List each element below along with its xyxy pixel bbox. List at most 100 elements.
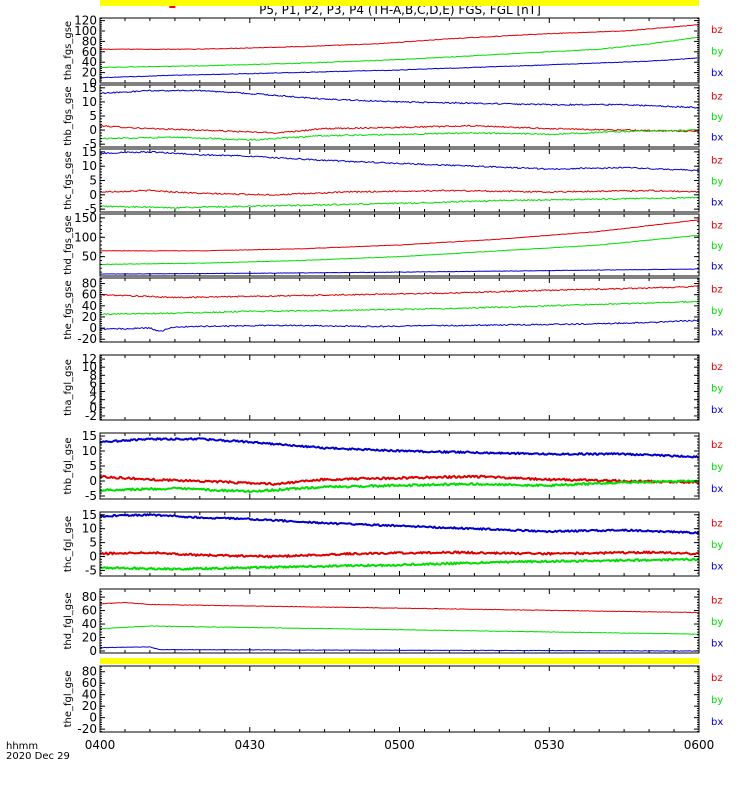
plot-title: P5, P1, P2, P3, P4 (TH-A,B,C,D,E) FGS, F…: [259, 3, 541, 17]
series-line-bx: [100, 57, 699, 79]
panel-frame: [99, 17, 700, 84]
series-line-bz: [100, 24, 699, 50]
panel-frame: [99, 277, 700, 343]
series-line-bx: [100, 513, 699, 535]
legend-bz: bz: [711, 596, 723, 607]
y-tick-label: 60: [82, 676, 97, 690]
y-tick-label: 10: [82, 95, 97, 109]
series-line-bz: [100, 189, 699, 196]
y-tick-label: 2: [89, 393, 97, 407]
legend-bz: bz: [711, 362, 723, 373]
series-line-bz: [100, 219, 699, 252]
y-tick-label: 5: [89, 109, 97, 123]
y-tick-label: 15: [82, 81, 97, 95]
legend-by: by: [711, 306, 723, 317]
panel-series-group: [100, 89, 699, 141]
y-tick-label: 40: [82, 688, 97, 702]
legend-by: by: [711, 47, 723, 58]
time-axis: 0400 0430 0500 0530 0600: [85, 738, 715, 752]
y-tick-label: 15: [82, 508, 97, 522]
y-tick-label: 80: [82, 34, 97, 48]
y-tick-label: 100: [74, 24, 97, 38]
legend-bx: bx: [711, 262, 723, 273]
flag-segment-yellow: [100, 658, 699, 664]
y-tick-label: 80: [82, 590, 97, 604]
y-tick-label: 8: [89, 368, 97, 382]
series-line-bz: [100, 550, 699, 559]
y-tick-label: 20: [82, 66, 97, 80]
legend-bx: bx: [711, 327, 723, 338]
y-tick-label: 20: [82, 699, 97, 713]
series-line-by: [100, 479, 699, 494]
flag-segment-yellow: [100, 0, 699, 6]
y-tick-label: -5: [85, 563, 97, 577]
y-tick-label: 12: [82, 352, 97, 366]
y-tick-label: 20: [82, 310, 97, 324]
x-tick-label: 0600: [684, 738, 715, 752]
y-axis-label: thb_fgs_gse: [63, 86, 74, 145]
legend-by: by: [711, 540, 723, 551]
y-tick-label: 4: [89, 385, 97, 399]
legend-bx: bx: [711, 484, 723, 495]
panel-series-group: [100, 437, 699, 494]
panel-frame: [99, 354, 700, 421]
y-tick-label: 150: [74, 211, 97, 225]
series-line-bz: [100, 474, 699, 486]
legend-bz: bz: [711, 285, 723, 296]
legend-bz: bz: [711, 156, 723, 167]
y-tick-label: 0: [89, 76, 97, 90]
y-axis-label: the_fgs_gse: [63, 280, 74, 339]
y-axis-label: thd_fgs_gse: [63, 215, 74, 274]
series-line-by: [100, 129, 699, 141]
y-tick-label: 5: [89, 174, 97, 188]
y-tick-label: 5: [89, 536, 97, 550]
panel-series-group: [100, 150, 699, 209]
y-tick-label: 80: [82, 277, 97, 291]
y-tick-label: -2: [85, 409, 97, 423]
y-tick-label: 10: [82, 159, 97, 173]
y-tick-label: 40: [82, 299, 97, 313]
y-axis-label: the_fgl_gse: [63, 671, 74, 728]
y-tick-label: -5: [85, 137, 97, 151]
flag-bars: [100, 0, 700, 664]
series-line-bz: [100, 601, 699, 614]
y-tick-label: 5: [89, 459, 97, 473]
y-tick-label: 0: [89, 711, 97, 725]
legend-bx: bx: [711, 133, 723, 144]
series-line-by: [100, 625, 699, 635]
y-tick-label: 40: [82, 55, 97, 69]
legend-bz: bz: [711, 519, 723, 530]
y-axis-label: thd_fgl_gse: [63, 593, 74, 650]
y-tick-label: 0: [89, 321, 97, 335]
y-tick-label: 60: [82, 288, 97, 302]
y-tick-label: 0: [89, 188, 97, 202]
panel-frame: [99, 665, 700, 733]
y-axis-label: tha_fgs_gse: [63, 21, 74, 80]
y-axis-label: tha_fgl_gse: [63, 359, 74, 416]
legend-bx: bx: [711, 405, 723, 416]
y-tick-label: 80: [82, 665, 97, 679]
y-tick-label: 60: [82, 604, 97, 618]
legend-bx: bx: [711, 561, 723, 572]
y-tick-label: 6: [89, 376, 97, 390]
legend-by: by: [711, 384, 723, 395]
panel-series-group: [100, 219, 699, 275]
y-tick-label: 40: [82, 617, 97, 631]
legend-bx: bx: [711, 68, 723, 79]
legend-bz: bz: [711, 220, 723, 231]
y-tick-label: 15: [82, 145, 97, 159]
y-axis-label: thc_fgl_gse: [63, 516, 74, 572]
series-line-by: [100, 300, 699, 315]
legend-by: by: [711, 112, 723, 123]
y-tick-label: -20: [77, 722, 97, 736]
